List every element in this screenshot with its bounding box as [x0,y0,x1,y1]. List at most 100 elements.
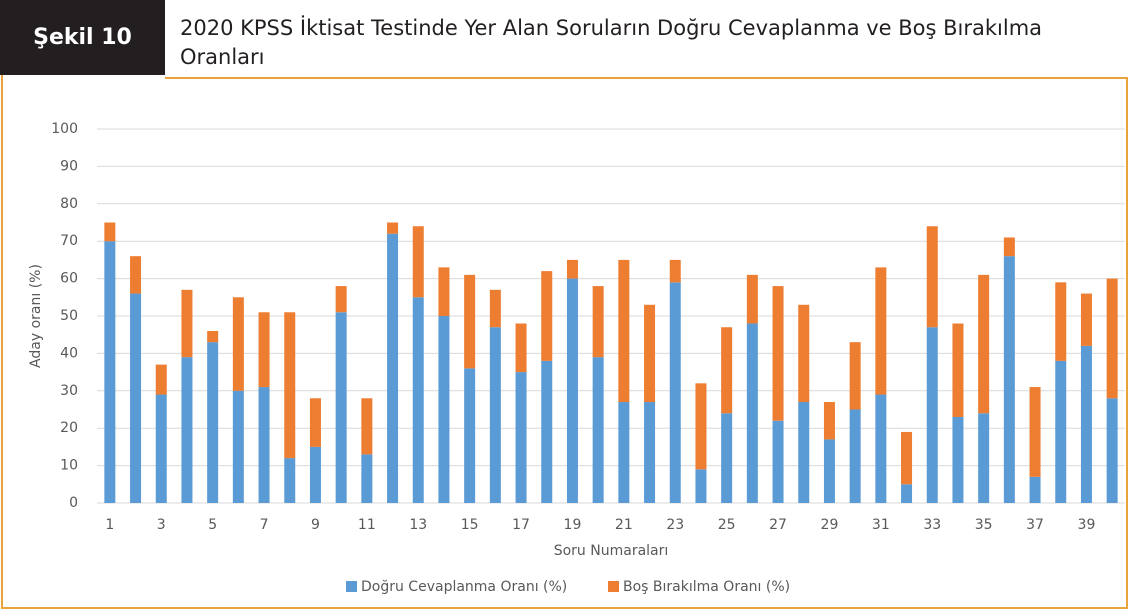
bar-segment [1106,398,1118,503]
legend-label: Boş Bırakılma Oranı (%) [623,579,790,595]
bar-segment [978,274,990,414]
legend-swatch [346,581,357,592]
bar-segment [875,267,887,395]
bar-segment [644,402,656,503]
bar-segment [104,241,116,503]
figure-label: Şekil 10 [0,0,165,75]
x-tick-label: 3 [157,517,166,533]
bar-segment [181,357,193,503]
y-tick-label: 0 [69,495,78,511]
x-tick-label: 1 [105,517,114,533]
bar-segment [335,312,347,503]
bar-segment [772,286,784,421]
bar-segment [952,323,964,417]
legend-swatch [608,581,619,592]
x-tick-label: 23 [666,517,684,533]
x-tick-label: 11 [358,517,376,533]
bar-segment [1055,360,1067,503]
bar-segment [232,390,244,503]
bar-segment [232,297,244,391]
bar-segment [772,420,784,503]
x-tick-label: 19 [564,517,582,533]
x-tick-label: 27 [769,517,787,533]
bar-segment [952,416,964,503]
bar-segment [309,398,321,447]
bar-segment [207,342,219,503]
x-tick-label: 35 [975,517,993,533]
bar-segment [309,446,321,503]
bar-segment [566,278,578,503]
bar-segment [926,327,938,503]
bar-segment [130,293,142,503]
x-tick-label: 17 [512,517,530,533]
bar-segment [823,439,835,503]
bar-segment [849,409,861,503]
bar-segment [592,357,604,503]
bar-segment [104,222,116,242]
bar-segment [695,469,707,503]
bar-segment [438,267,450,316]
bar-segment [746,274,758,324]
bar-segment [130,256,142,294]
x-tick-label: 25 [718,517,736,533]
bar-segment [258,387,270,503]
bar-segment [489,289,501,328]
bar-segment [1055,282,1067,361]
x-tick-label: 29 [821,517,839,533]
bar-segment [669,282,681,503]
bar-segment [207,330,219,343]
bar-segment [387,222,399,234]
y-tick-label: 40 [60,345,78,361]
bar-segment [284,458,296,503]
x-tick-label: 31 [872,517,890,533]
bar-segment [387,233,399,503]
x-tick-label: 9 [311,517,320,533]
y-tick-label: 60 [60,271,78,287]
bar-segment [823,402,835,440]
bar-segment [1080,293,1092,346]
x-tick-label: 13 [409,517,427,533]
bar-segment [695,383,707,470]
bar-segment [1003,237,1015,257]
bar-segment [901,484,913,503]
bar-segment [644,304,656,403]
y-tick-label: 100 [51,121,78,137]
y-tick-label: 10 [60,458,78,474]
bar-segment [155,364,167,395]
bar-segment [464,368,476,503]
bar-segment [566,259,578,279]
x-tick-label: 39 [1078,517,1096,533]
bar-segment [412,226,424,298]
bar-segment [515,372,527,503]
bar-segment [541,360,553,503]
x-tick-label: 7 [260,517,269,533]
frame [1,75,1128,609]
y-tick-label: 20 [60,420,78,436]
y-tick-label: 80 [60,196,78,212]
y-axis-label: Aday oranı (%) [28,264,44,368]
bar-segment [1029,476,1041,503]
bar-segment [669,259,681,283]
bar-segment [258,312,270,388]
bar-segment [181,289,193,358]
bar-segment [798,304,810,403]
x-tick-label: 21 [615,517,633,533]
bar-segment [155,394,167,503]
bar-segment [592,286,604,358]
y-tick-label: 50 [60,308,78,324]
bar-segment [875,394,887,503]
bar-segment [721,327,733,414]
x-tick-label: 33 [923,517,941,533]
bar-segment [361,398,373,455]
bar-segment [489,327,501,503]
legend-label: Doğru Cevaplanma Oranı (%) [361,579,567,595]
bar-segment [798,402,810,503]
y-tick-label: 90 [60,158,78,174]
bar-segment [464,274,476,369]
bar-segment [515,323,527,373]
bar-segment [361,454,373,503]
bar-segment [335,286,347,313]
bar-segment [746,323,758,503]
